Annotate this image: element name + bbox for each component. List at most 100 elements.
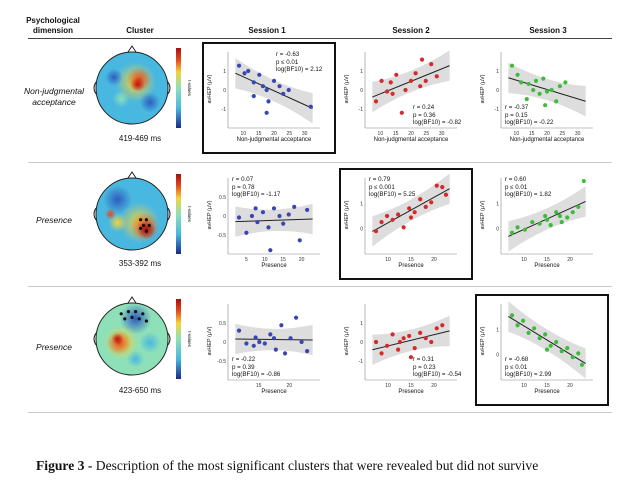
x-tick-label: 15 bbox=[529, 131, 535, 137]
x-tick-label: 20 bbox=[408, 131, 414, 137]
data-point bbox=[526, 81, 531, 87]
data-point bbox=[570, 210, 575, 215]
colorbar bbox=[176, 299, 181, 379]
y-tick-label: 0 bbox=[360, 340, 363, 346]
y-axis-label: avHEP (µV) bbox=[207, 200, 213, 230]
data-point bbox=[544, 217, 550, 222]
data-point bbox=[520, 318, 526, 323]
x-tick-label: 25 bbox=[287, 131, 293, 137]
x-tick-label: 20 bbox=[431, 383, 437, 389]
x-tick-label: 15 bbox=[544, 383, 550, 389]
y-axis-label: avHEP (µV) bbox=[480, 200, 486, 230]
x-tick-label: 30 bbox=[439, 131, 445, 137]
x-tick-label: 25 bbox=[560, 131, 566, 137]
scatter-panel-row3-session3: 10 15 20 1 0 Presence avHEP (µV) r = -0.68 p ≤ 0… bbox=[475, 294, 609, 406]
x-tick-label: 20 bbox=[567, 383, 573, 389]
data-point bbox=[249, 213, 255, 219]
highlight-box bbox=[475, 294, 609, 406]
stat-r: r = -0.68 bbox=[505, 356, 529, 363]
header-dimension-line1: Psychological bbox=[26, 16, 80, 25]
scatter-panel-row1-session3: 10 15 20 25 30 1 0 -1 Non-judgmental acceptance a… bbox=[477, 42, 607, 154]
x-tick-label: 10 bbox=[385, 257, 391, 263]
electrode-dot bbox=[144, 229, 148, 233]
data-point bbox=[394, 72, 399, 77]
scatter-panel-row1-session2: 10 15 20 25 30 1 0 -1 Non-judgmental acceptance a… bbox=[341, 42, 471, 154]
data-point bbox=[244, 230, 249, 235]
data-point bbox=[379, 351, 384, 356]
data-point bbox=[264, 87, 269, 93]
stat-bf: log(BF10) = 2.12 bbox=[276, 66, 323, 74]
stat-p: p = 0.23 bbox=[413, 363, 436, 371]
stat-bf: log(BF10) = -0.86 bbox=[232, 371, 281, 379]
data-point bbox=[408, 78, 414, 83]
data-point bbox=[544, 347, 550, 352]
scatter-plot-area: 15 20 0.5 0 -0.5 bbox=[217, 304, 320, 389]
electrode-dot bbox=[137, 317, 141, 321]
y-tick-label: 1 bbox=[223, 69, 226, 75]
stat-p: p ≤ 0.01 bbox=[505, 363, 528, 371]
data-point bbox=[271, 78, 277, 83]
data-point bbox=[526, 330, 531, 335]
row1-dimension-line1: Non-judgmental bbox=[23, 86, 84, 96]
data-point bbox=[399, 110, 404, 115]
data-point bbox=[251, 343, 256, 348]
x-tick-label: 30 bbox=[575, 131, 581, 137]
data-point bbox=[268, 248, 273, 253]
y-tick-label: 0 bbox=[496, 88, 499, 94]
electrode-dot bbox=[147, 223, 151, 228]
header-cluster: Cluster bbox=[126, 26, 154, 35]
x-tick-label: 20 bbox=[271, 131, 277, 137]
data-point bbox=[543, 213, 548, 219]
data-point bbox=[440, 323, 445, 328]
data-point bbox=[563, 80, 568, 85]
data-point bbox=[576, 204, 581, 209]
data-point bbox=[537, 336, 542, 341]
x-tick-label: 10 bbox=[514, 131, 520, 137]
stats-annotation: r = -0.37 p = 0.15 log(BF10) = -0.22 bbox=[505, 104, 553, 127]
header-dimension-line2: dimension bbox=[32, 26, 73, 35]
y-axis-label: avHEP (µV) bbox=[207, 74, 213, 104]
x-tick-label: 10 bbox=[378, 131, 384, 137]
data-point bbox=[559, 349, 564, 354]
stats-annotation: r = 0.07 p = 0.78 log(BF10) = -1.17 bbox=[232, 176, 280, 199]
stats-annotation: r = -0.63 p ≤ 0.01 log(BF10) = 2.12 bbox=[276, 51, 322, 74]
topomap-row3: t-values bbox=[84, 293, 196, 383]
stat-r: r = 0.60 bbox=[505, 176, 527, 183]
data-point bbox=[548, 223, 553, 228]
data-point bbox=[384, 89, 390, 94]
data-point bbox=[253, 335, 258, 340]
data-point bbox=[305, 207, 310, 213]
data-point bbox=[515, 72, 520, 77]
data-point bbox=[299, 339, 304, 345]
scatter-panel-row2-session3: 10 15 20 1 0 Presence avHEP (µV) r = 0.60 p ≤ 0.… bbox=[477, 168, 607, 280]
data-point bbox=[403, 87, 408, 93]
data-point bbox=[407, 333, 412, 339]
y-axis-label: avHEP (µV) bbox=[207, 326, 213, 356]
data-point bbox=[519, 80, 524, 85]
row3-time-window: 423-650 ms bbox=[118, 386, 162, 395]
highlight-box bbox=[202, 42, 336, 154]
data-point bbox=[408, 355, 414, 360]
scatter-panel-row3-session1: 15 20 0.5 0 -0.5 Presence avHEP (µV) r = -0.22 p… bbox=[204, 294, 334, 406]
data-point bbox=[251, 80, 256, 85]
data-point bbox=[565, 345, 570, 351]
y-axis-label: avHEP (µV) bbox=[480, 326, 486, 356]
data-point bbox=[271, 206, 277, 211]
electrode-dot bbox=[119, 312, 123, 316]
data-point bbox=[554, 210, 559, 215]
data-point bbox=[423, 336, 428, 341]
y-tick-label: 0.5 bbox=[219, 321, 226, 327]
data-point bbox=[548, 343, 553, 348]
stats-annotation: r = 0.79 p ≤ 0.001 log(BF10) = 5.25 bbox=[369, 176, 415, 199]
stat-p: p ≤ 0.001 bbox=[369, 183, 395, 191]
y-tick-label: -1 bbox=[495, 107, 500, 113]
data-point bbox=[440, 185, 445, 190]
electrode-dot bbox=[139, 218, 143, 222]
y-axis-label: avHEP (µV) bbox=[480, 74, 486, 104]
data-point bbox=[579, 362, 585, 367]
data-point bbox=[390, 217, 395, 222]
